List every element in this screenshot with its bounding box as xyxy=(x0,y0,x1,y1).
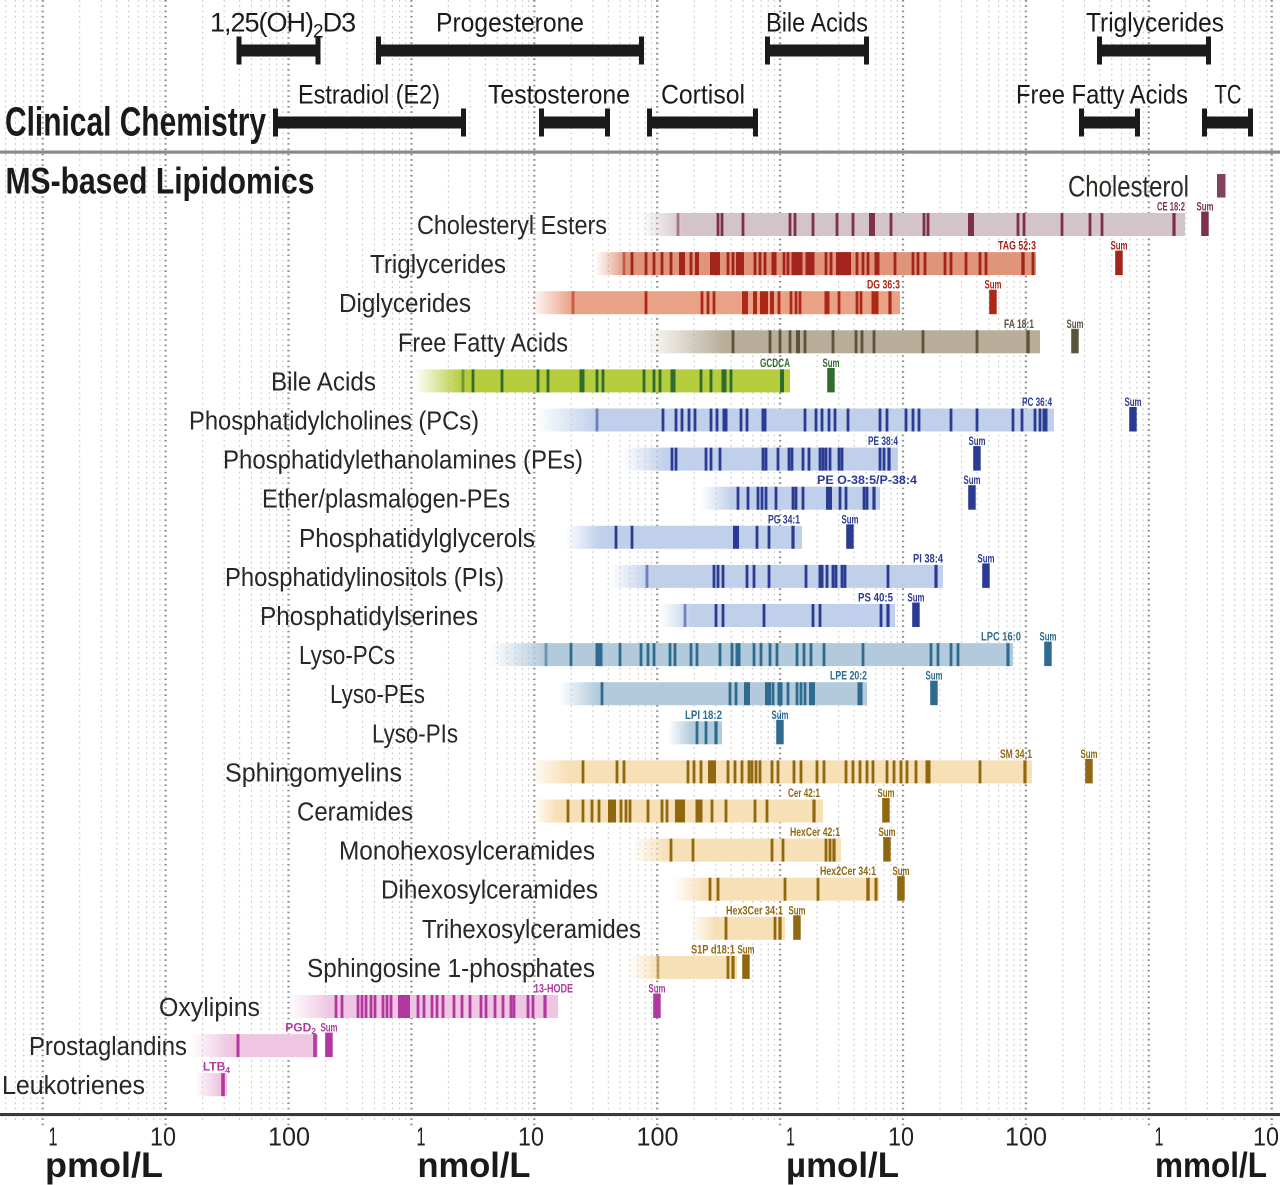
svg-text:Lyso-PCs: Lyso-PCs xyxy=(299,642,395,670)
svg-text:Sum: Sum xyxy=(926,669,943,683)
svg-text:Sum: Sum xyxy=(842,512,859,526)
svg-text:Sum: Sum xyxy=(985,278,1002,292)
svg-text:mmol/L: mmol/L xyxy=(1155,1145,1267,1185)
svg-text:Sum: Sum xyxy=(1125,395,1142,409)
svg-text:Sum: Sum xyxy=(1067,317,1084,331)
svg-text:Cortisol: Cortisol xyxy=(661,80,745,110)
svg-text:1,25(OH)2D3: 1,25(OH)2D3 xyxy=(210,8,355,43)
svg-text:Lyso-PEs: Lyso-PEs xyxy=(330,681,425,709)
svg-text:PGD2: PGD2 xyxy=(285,1021,316,1036)
svg-text:nmol/L: nmol/L xyxy=(418,1145,531,1185)
svg-text:Sum: Sum xyxy=(978,551,995,565)
svg-text:TAG 52:3: TAG 52:3 xyxy=(998,239,1036,253)
svg-text:10: 10 xyxy=(150,1124,176,1152)
svg-text:10: 10 xyxy=(518,1124,544,1152)
svg-text:Ceramides: Ceramides xyxy=(297,799,413,827)
svg-text:Phosphatidylcholines (PCs): Phosphatidylcholines (PCs) xyxy=(189,408,479,436)
svg-text:Oxylipins: Oxylipins xyxy=(159,994,260,1022)
svg-text:PE O-38:5/P-38:4: PE O-38:5/P-38:4 xyxy=(817,473,917,487)
svg-text:Sum: Sum xyxy=(964,473,981,487)
svg-text:pmol/L: pmol/L xyxy=(45,1145,163,1185)
svg-text:Testosterone: Testosterone xyxy=(488,80,630,110)
svg-text:Progesterone: Progesterone xyxy=(436,8,584,38)
svg-text:LPC 16:0: LPC 16:0 xyxy=(981,630,1021,644)
svg-text:LPI 18:2: LPI 18:2 xyxy=(685,708,722,722)
svg-text:Lyso-PIs: Lyso-PIs xyxy=(372,720,458,748)
svg-text:Sphingomyelins: Sphingomyelins xyxy=(225,759,402,787)
svg-text:Sum: Sum xyxy=(908,591,925,605)
svg-text:10: 10 xyxy=(888,1124,914,1152)
svg-text:PC 36:4: PC 36:4 xyxy=(1022,395,1052,409)
svg-text:Diglycerides: Diglycerides xyxy=(339,290,471,318)
svg-text:SM 34:1: SM 34:1 xyxy=(1000,747,1032,761)
svg-text:PG 34:1: PG 34:1 xyxy=(768,512,800,526)
svg-text:PE 38:4: PE 38:4 xyxy=(868,434,898,448)
svg-text:DG 36:3: DG 36:3 xyxy=(867,278,900,292)
svg-text:Sum: Sum xyxy=(738,942,755,956)
svg-text:Estradiol (E2): Estradiol (E2) xyxy=(298,80,440,110)
svg-text:Ether/plasmalogen-PEs: Ether/plasmalogen-PEs xyxy=(262,486,510,514)
svg-text:Free Fatty Acids: Free Fatty Acids xyxy=(398,329,568,357)
svg-text:Sum: Sum xyxy=(1197,200,1214,214)
svg-text:1: 1 xyxy=(49,1124,58,1152)
svg-text:Cholesterol: Cholesterol xyxy=(1068,171,1189,204)
svg-text:Sum: Sum xyxy=(1081,747,1098,761)
svg-text:Cholesteryl Esters: Cholesteryl Esters xyxy=(417,212,607,240)
svg-text:13-HODE: 13-HODE xyxy=(534,982,573,996)
svg-text:Monohexosylceramides: Monohexosylceramides xyxy=(339,838,595,866)
svg-text:S1P d18:1: S1P d18:1 xyxy=(691,942,735,956)
svg-text:Sum: Sum xyxy=(878,786,895,800)
svg-text:Sum: Sum xyxy=(879,825,896,839)
svg-text:Sum: Sum xyxy=(789,903,806,917)
svg-text:Triglycerides: Triglycerides xyxy=(1086,8,1224,38)
svg-text:LTB4: LTB4 xyxy=(203,1060,230,1075)
svg-text:PI 38:4: PI 38:4 xyxy=(913,551,943,565)
svg-text:Triglycerides: Triglycerides xyxy=(370,251,506,279)
svg-text:10: 10 xyxy=(1253,1124,1279,1152)
svg-text:1: 1 xyxy=(786,1124,795,1152)
svg-text:Sum: Sum xyxy=(823,356,840,370)
svg-text:LPE 20:2: LPE 20:2 xyxy=(830,669,867,683)
svg-text:Phosphatidylglycerols: Phosphatidylglycerols xyxy=(299,525,535,553)
svg-text:Sphingosine 1-phosphates: Sphingosine 1-phosphates xyxy=(307,955,595,983)
svg-text:Sum: Sum xyxy=(321,1021,338,1035)
svg-text:Clinical Chemistry: Clinical Chemistry xyxy=(5,99,266,145)
svg-text:100: 100 xyxy=(637,1124,679,1152)
svg-text:HexCer 42:1: HexCer 42:1 xyxy=(790,825,840,839)
svg-text:FA 18:1: FA 18:1 xyxy=(1004,317,1034,331)
svg-text:Hex3Cer 34:1: Hex3Cer 34:1 xyxy=(726,903,783,917)
svg-text:GCDCA: GCDCA xyxy=(760,356,790,370)
svg-text:PS 40:5: PS 40:5 xyxy=(858,591,893,605)
svg-text:TC: TC xyxy=(1215,80,1242,110)
svg-text:CE 18:2: CE 18:2 xyxy=(1157,200,1185,214)
svg-text:Sum: Sum xyxy=(649,982,666,996)
svg-text:MS-based Lipidomics: MS-based Lipidomics xyxy=(6,160,315,202)
svg-text:Phosphatidylinositols (PIs): Phosphatidylinositols (PIs) xyxy=(225,564,504,592)
svg-text:Cer 42:1: Cer 42:1 xyxy=(788,786,820,800)
svg-text:100: 100 xyxy=(268,1124,310,1152)
svg-text:Sum: Sum xyxy=(1040,630,1057,644)
svg-text:Sum: Sum xyxy=(969,434,986,448)
svg-text:µmol/L: µmol/L xyxy=(786,1145,899,1185)
svg-text:Sum: Sum xyxy=(893,864,910,878)
svg-text:1: 1 xyxy=(417,1124,426,1152)
svg-text:Free Fatty Acids: Free Fatty Acids xyxy=(1016,80,1188,110)
svg-text:Leukotrienes: Leukotrienes xyxy=(2,1072,145,1100)
svg-text:Hex2Cer 34:1: Hex2Cer 34:1 xyxy=(820,864,876,878)
svg-text:Sum: Sum xyxy=(772,708,789,722)
svg-text:Sum: Sum xyxy=(1111,239,1128,253)
svg-text:Trihexosylceramides: Trihexosylceramides xyxy=(422,916,641,944)
svg-text:Prostaglandins: Prostaglandins xyxy=(29,1033,187,1061)
svg-text:Phosphatidylserines: Phosphatidylserines xyxy=(260,603,478,631)
svg-text:Bile Acids: Bile Acids xyxy=(271,368,376,396)
svg-text:1: 1 xyxy=(1155,1124,1164,1152)
svg-text:Phosphatidylethanolamines (PEs: Phosphatidylethanolamines (PEs) xyxy=(223,447,583,475)
svg-text:Dihexosylceramides: Dihexosylceramides xyxy=(381,877,598,905)
svg-text:Bile Acids: Bile Acids xyxy=(766,8,868,38)
svg-text:100: 100 xyxy=(1005,1124,1047,1152)
